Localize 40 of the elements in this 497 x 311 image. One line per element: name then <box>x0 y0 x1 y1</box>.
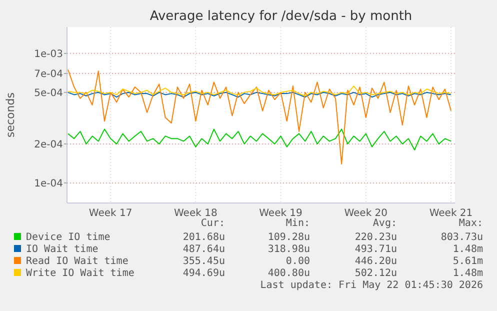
y-tick-label: 1e-03 <box>34 48 63 60</box>
legend-label: Device IO time <box>26 232 110 243</box>
text: 1.48m <box>452 268 483 279</box>
text: 355.45u <box>182 256 225 267</box>
text: Min: <box>286 218 310 229</box>
text: 502.12u <box>354 268 397 279</box>
y-tick-label: 2e-04 <box>34 139 63 150</box>
x-tick-label: Week 17 <box>88 208 132 219</box>
text: Cur: <box>200 218 225 229</box>
line-series <box>68 86 452 96</box>
y-axis-title: seconds <box>4 92 17 138</box>
legend-label: IO Wait time <box>26 244 98 255</box>
legend-label: Read IO Wait time <box>26 256 128 267</box>
line-series <box>68 128 452 150</box>
x-tick-label: Week 18 <box>174 208 218 219</box>
y-tick-label: 5e-04 <box>34 88 63 99</box>
text: 400.80u <box>268 268 310 279</box>
text: 487.64u <box>182 244 225 255</box>
text: Avg: <box>372 218 397 229</box>
text: 803.73u <box>440 232 483 243</box>
x-tick-label: Week 21 <box>429 208 473 219</box>
text: 220.23u <box>354 232 397 243</box>
chart-title: Average latency for /dev/sda - by month <box>150 9 412 24</box>
y-tick-label: 7e-04 <box>34 68 63 80</box>
text: 446.20u <box>354 256 397 267</box>
text: 109.28u <box>268 232 310 243</box>
text: Max: <box>458 218 483 229</box>
text: Last update: Fri May 22 01:45:30 2026 <box>260 280 483 291</box>
text: 1.48m <box>452 244 483 255</box>
text: 5.61m <box>452 256 483 267</box>
x-tick-label: Week 20 <box>344 208 388 219</box>
y-tick-label: 1e-04 <box>34 178 63 190</box>
text: 318.98u <box>268 244 310 255</box>
line-series <box>68 69 452 165</box>
text: 493.71u <box>354 244 397 255</box>
text: 494.69u <box>182 268 225 279</box>
x-tick-label: Week 19 <box>259 208 302 219</box>
legend-label: Write IO Wait time <box>26 268 134 279</box>
text: 201.68u <box>182 232 225 243</box>
text: 0.00 <box>286 256 310 267</box>
